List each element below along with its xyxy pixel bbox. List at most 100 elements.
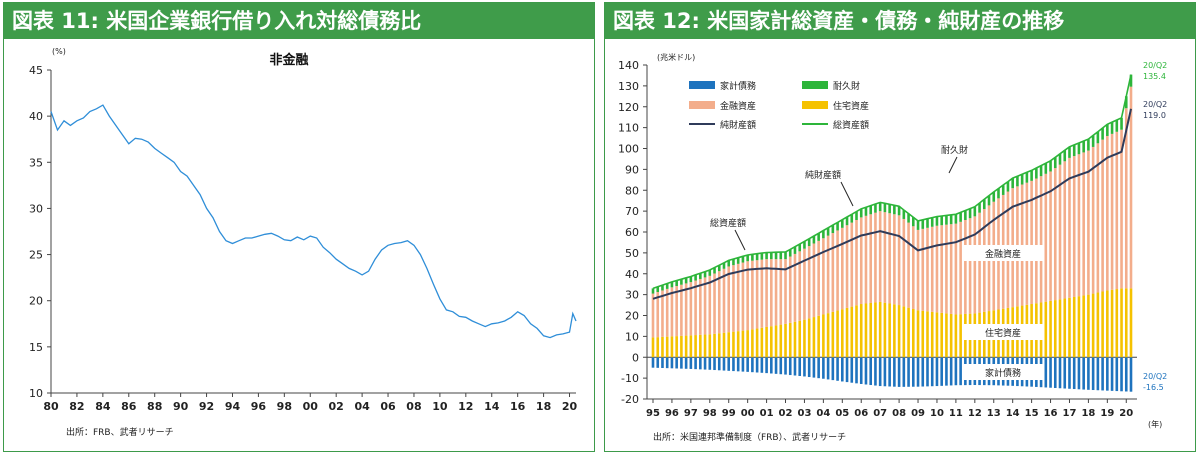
bar-household-debt (1087, 357, 1090, 390)
bar-durable-goods (1129, 74, 1133, 87)
bar-housing-assets (883, 302, 887, 358)
bar-housing-assets (902, 306, 906, 358)
bar-financial-assets (1129, 86, 1133, 289)
bar-durable-goods (1035, 168, 1038, 179)
bar-durable-goods (817, 233, 820, 241)
endlabel-total-value: 135.4 (1143, 72, 1166, 81)
bar-housing-assets (746, 330, 749, 358)
bar-durable-goods (651, 288, 655, 294)
bar-housing-assets (788, 322, 792, 358)
bar-household-debt (670, 357, 674, 369)
bar-financial-assets (874, 212, 877, 303)
y-tick-label: 70 (625, 205, 639, 218)
bar-household-debt (954, 357, 958, 386)
bar-durable-goods (656, 286, 660, 293)
bar-financial-assets (921, 228, 925, 311)
bar-financial-assets (841, 227, 844, 310)
x-tick-label: 20 (562, 400, 578, 413)
x-tick-label: 08 (406, 400, 421, 413)
bar-durable-goods (978, 203, 981, 213)
bar-durable-goods (1115, 119, 1119, 132)
bar-financial-assets (661, 290, 664, 337)
x-tick-label: 18 (1081, 408, 1095, 419)
bar-durable-goods (841, 219, 844, 228)
bar-durable-goods (1053, 157, 1057, 169)
x-tick-label: 16 (510, 400, 526, 413)
bar-housing-assets (717, 333, 721, 358)
source-note: 出所：米国連邦準備制度（FRB）、武者リサーチ (653, 431, 846, 443)
bar-durable-goods (926, 218, 929, 228)
bar-durable-goods (968, 208, 972, 219)
bar-housing-assets (807, 318, 811, 358)
bar-housing-assets (651, 337, 655, 358)
bar-housing-assets (869, 302, 873, 358)
bar-household-debt (855, 357, 858, 384)
x-tick-label: 86 (121, 400, 137, 413)
left-chart-panel: 図表 11: 米国企業銀行借り入れ対総債務比 10 15 20 25 30 35 40 45 8… (3, 2, 595, 452)
bar-financial-assets (665, 288, 669, 337)
bar-housing-assets (921, 310, 925, 358)
bar-financial-assets (1101, 139, 1104, 292)
bar-household-debt (1096, 357, 1100, 391)
bar-financial-assets (1120, 129, 1123, 289)
bar-financial-assets (907, 222, 910, 308)
bar-financial-assets (689, 282, 693, 336)
bar-durable-goods (774, 252, 778, 260)
bar-housing-assets (926, 311, 929, 358)
bar-durable-goods (826, 227, 830, 236)
x-tick-label: 90 (173, 400, 189, 413)
bar-financial-assets (869, 214, 873, 303)
bar-durable-goods (836, 222, 839, 231)
bar-housing-assets (1129, 288, 1133, 358)
bar-financial-assets (812, 243, 816, 318)
bar-durable-goods (930, 217, 934, 227)
bar-durable-goods (722, 262, 726, 269)
bar-household-debt (945, 357, 948, 386)
bar-durable-goods (845, 216, 849, 226)
bar-household-debt (883, 357, 887, 387)
bar-housing-assets (935, 312, 939, 358)
bar-housing-assets (812, 317, 816, 358)
bar-housing-assets (713, 333, 716, 358)
x-tick-label: 15 (1025, 408, 1039, 419)
bar-financial-assets (807, 246, 811, 319)
bar-household-debt (826, 357, 830, 380)
bar-household-debt (1110, 357, 1114, 391)
bar-household-debt (1115, 357, 1119, 392)
bar-housing-assets (699, 334, 702, 358)
bar-durable-goods (992, 191, 996, 202)
bar-household-debt (874, 357, 877, 386)
bar-household-debt (893, 357, 896, 387)
series-line-total-assets (652, 74, 1132, 290)
bar-financial-assets (964, 219, 967, 314)
y-tick-label: 60 (625, 226, 639, 239)
bar-financial-assets (788, 256, 792, 323)
bar-housing-assets (680, 335, 683, 358)
bar-financial-assets (1072, 156, 1076, 297)
x-tick-label: 01 (760, 408, 774, 419)
annotation-net-worth: 純財産額 (805, 169, 841, 181)
bar-financial-assets (826, 235, 830, 314)
x-tick-label: 04 (816, 408, 830, 419)
x-tick-label: 19 (1100, 408, 1114, 419)
legend-label: 純財産額 (720, 119, 756, 131)
y-tick-label: 110 (618, 122, 639, 135)
bar-household-debt (831, 357, 835, 381)
annotation-total-assets: 総資産額 (710, 217, 746, 229)
bar-household-debt (765, 357, 768, 374)
bar-financial-assets (1115, 131, 1119, 290)
label-box-financial (963, 245, 1043, 261)
y-tick-label: 130 (618, 80, 639, 93)
bar-durable-goods (1058, 153, 1062, 165)
bar-financial-assets (732, 265, 735, 332)
bar-durable-goods (897, 206, 901, 216)
bar-household-debt (949, 357, 953, 386)
x-tick-label: 94 (225, 400, 241, 413)
bar-financial-assets (978, 212, 981, 313)
bar-household-debt (1068, 357, 1071, 389)
bar-financial-assets (1039, 176, 1043, 303)
y-tick-label: 20 (625, 310, 639, 323)
bar-durable-goods (770, 252, 773, 260)
bar-durable-goods (1120, 117, 1123, 130)
bar-housing-assets (878, 301, 882, 358)
